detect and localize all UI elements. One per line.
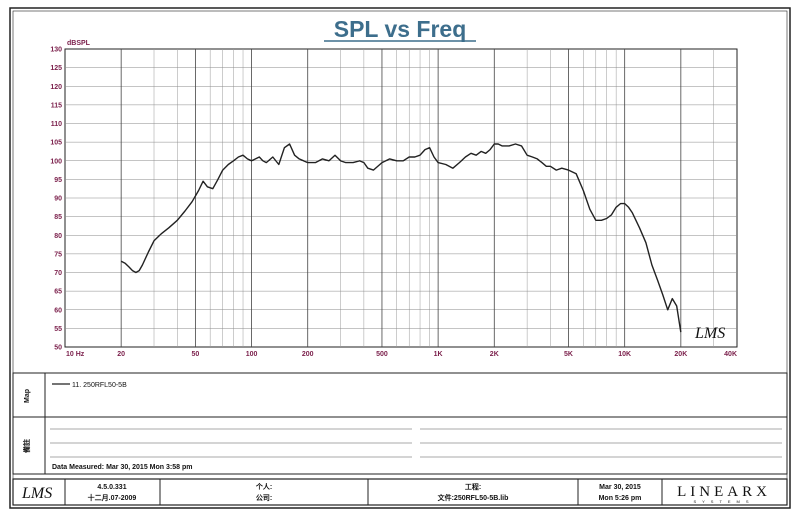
grid-major-lines: [65, 49, 737, 347]
footer-lms-logo: LMS: [21, 485, 52, 502]
y-axis-unit-label: dBSPL: [67, 40, 91, 47]
notes-lines: [50, 428, 782, 458]
y-tick-label: 125: [50, 65, 62, 72]
x-tick-label: 50: [192, 351, 200, 358]
y-tick-label: 115: [51, 102, 62, 109]
x-tick-label: 1K: [434, 351, 443, 358]
y-tick-label: 75: [54, 251, 62, 258]
x-tick-label: 500: [376, 351, 388, 358]
y-tick-label: 95: [54, 177, 62, 184]
footer-bar: [12, 478, 788, 506]
data-measured-text: Data Measured: Mar 30, 2015 Mon 3:58 pm: [52, 464, 192, 471]
y-tick-label: 50: [54, 345, 62, 352]
y-tick-label: 60: [54, 307, 62, 314]
footer-project: 工程:: [465, 482, 481, 491]
y-tick-label: 80: [54, 233, 62, 240]
y-tick-label: 100: [50, 158, 62, 165]
footer-date: Mar 30, 2015: [599, 484, 641, 491]
y-tick-label: 105: [50, 140, 62, 147]
y-tick-label: 110: [51, 121, 62, 128]
footer-file: 文件:250RFL50-5B.lib: [438, 493, 509, 502]
x-tick-label: 2K: [490, 351, 499, 358]
x-axis-ticks: 10 Hz 20 50 100 200 500 1K 2K 5K 10K 20K 40K: [66, 351, 737, 358]
footer-company: 公司:: [256, 494, 272, 502]
y-tick-label: 55: [54, 326, 62, 333]
y-tick-label: 90: [54, 196, 62, 203]
footer-person: 个人:: [255, 482, 272, 491]
y-axis-ticks: 130 125 120 115 110 105 100 95 90 85 80 75 70 65 60 55 5…: [50, 47, 62, 352]
y-tick-label: 130: [50, 47, 62, 54]
x-tick-label: 40K: [724, 351, 737, 358]
footer-time: Mon 5:26 pm: [599, 495, 642, 502]
y-tick-label: 65: [54, 289, 62, 296]
footer-linearx-systems: SYSTEMS: [693, 499, 754, 504]
footer-linearx-logo: LINEARX: [677, 484, 771, 500]
x-tick-label: 5K: [564, 351, 573, 358]
notes-panel: [12, 416, 788, 475]
x-tick-label: 20: [117, 351, 125, 358]
x-tick-label: 200: [302, 351, 314, 358]
notes-panel-label: 備註: [22, 439, 31, 453]
legend-panel-label: Map: [24, 389, 31, 403]
x-tick-label: 10K: [618, 351, 631, 358]
footer-version: 4.5.0.331: [97, 484, 126, 491]
y-tick-label: 85: [54, 214, 62, 221]
series-line-250rfl50-5b: [120, 143, 682, 333]
plot-watermark-lms: LMS: [694, 325, 725, 342]
y-tick-label: 70: [54, 270, 62, 277]
footer-version-date: 十二月.07-2009: [88, 493, 137, 502]
chart-title: SPL vs Freq: [334, 16, 467, 42]
x-tick-label: 20K: [674, 351, 687, 358]
x-tick-label: 100: [246, 351, 258, 358]
legend-entry: 11. 250RFL50-5B: [72, 382, 127, 389]
x-tick-label: 10 Hz: [66, 351, 85, 358]
y-tick-label: 120: [50, 84, 62, 91]
